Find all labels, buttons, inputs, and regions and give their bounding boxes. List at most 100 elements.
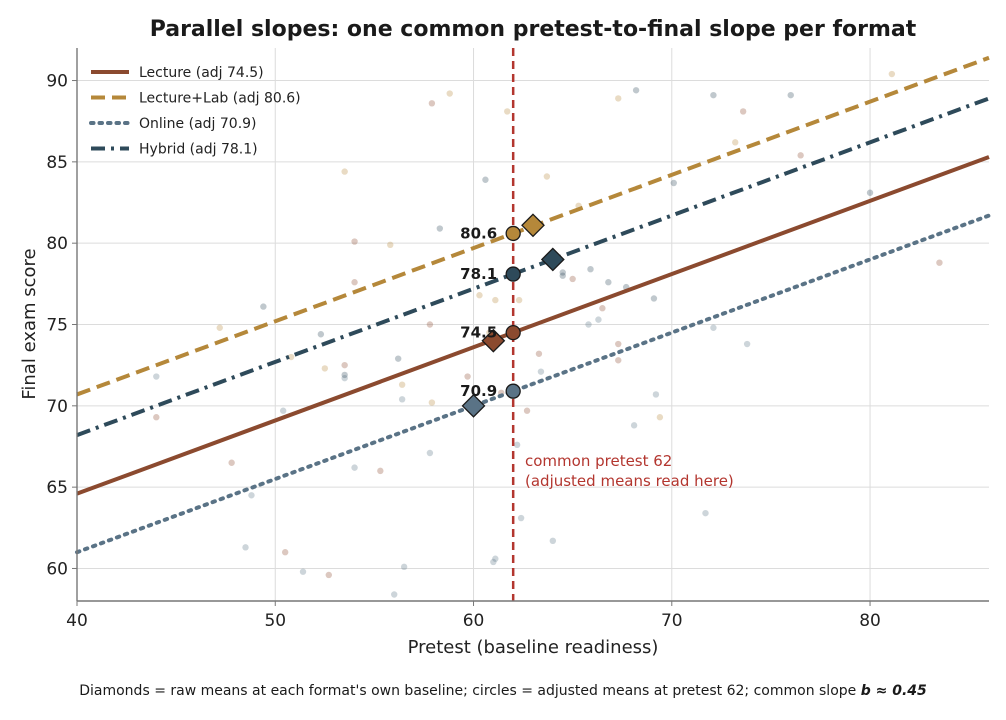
scatter-point-0-20 xyxy=(428,100,436,107)
scatter-point-2-12 xyxy=(490,558,497,566)
adjusted-mean-label-1: 80.6 xyxy=(460,224,497,242)
scatter-point-2-2 xyxy=(248,492,255,499)
y-tick-label-65: 65 xyxy=(46,478,68,498)
series-line-2 xyxy=(75,213,991,555)
scatter-point-1-6 xyxy=(428,399,436,406)
adjusted-mean-label-0: 74.5 xyxy=(460,324,497,342)
scatter-point-2-21 xyxy=(702,509,709,517)
adjusted-mean-circle-1 xyxy=(505,225,521,242)
scatter-point-3-1 xyxy=(317,331,325,338)
raw-mean-diamond-3 xyxy=(540,247,565,272)
scatter-point-2-8 xyxy=(398,396,406,403)
scatter-point-0-0 xyxy=(153,414,160,421)
adjusted-mean-circle-3 xyxy=(505,266,521,282)
y-tick-label-75: 75 xyxy=(46,316,68,336)
scatter-point-3-0 xyxy=(260,303,267,310)
scatter-point-2-3 xyxy=(279,407,287,414)
scatter-point-0-3 xyxy=(325,571,332,579)
x-tick-label-60: 60 xyxy=(463,611,485,631)
scatter-point-1-17 xyxy=(732,139,739,146)
scatter-point-1-0 xyxy=(216,324,223,331)
scatter-point-1-5 xyxy=(398,381,406,388)
scatter-point-2-20 xyxy=(652,391,660,398)
adjusted-mean-label-3: 78.1 xyxy=(460,265,497,283)
footnote: Diamonds = raw means at each format's ow… xyxy=(79,683,927,699)
legend-label-2: Online (adj 70.9) xyxy=(139,116,257,132)
series-line-3 xyxy=(76,96,990,437)
scatter-point-0-13 xyxy=(599,305,606,312)
scatter-point-1-11 xyxy=(504,108,511,115)
scatter-point-0-18 xyxy=(936,259,943,266)
scatter-point-2-19 xyxy=(630,422,638,429)
scatter-point-0-19 xyxy=(351,238,358,245)
scatter-points xyxy=(153,70,943,598)
scatter-point-2-4 xyxy=(299,568,307,575)
mean-markers: 74.5 80.6 70.9 78.1 xyxy=(460,213,565,418)
legend: Lecture (adj 74.5) Lecture+Lab (adj 80.6)… xyxy=(89,65,301,158)
footnote-math: b ≈ 0.45 xyxy=(861,683,927,699)
raw-mean-diamond-1 xyxy=(521,213,545,238)
scatter-point-2-23 xyxy=(743,340,751,348)
scatter-point-1-12 xyxy=(515,296,523,304)
scatter-point-1-3 xyxy=(341,168,348,175)
scatter-point-0-17 xyxy=(797,152,804,159)
scatter-point-3-2 xyxy=(341,371,348,379)
scatter-point-2-5 xyxy=(341,374,348,382)
annotation-line-2: (adjusted means read here) xyxy=(525,472,734,490)
scatter-point-1-9 xyxy=(476,292,483,299)
scatter-point-2-9 xyxy=(400,563,408,571)
scatter-point-0-2 xyxy=(281,549,289,556)
scatter-point-3-3 xyxy=(394,355,402,362)
scatter-point-0-15 xyxy=(615,340,622,348)
scatter-point-3-15 xyxy=(866,189,874,196)
raw-mean-diamond-2 xyxy=(461,393,486,418)
y-tick-label-60: 60 xyxy=(46,559,68,579)
scatter-point-0-7 xyxy=(426,321,434,328)
legend-label-0: Lecture (adj 74.5) xyxy=(139,65,264,81)
scatter-point-3-4 xyxy=(436,225,444,232)
scatter-point-0-1 xyxy=(228,459,235,466)
x-tick-label-70: 70 xyxy=(661,611,683,631)
scatter-point-0-5 xyxy=(351,279,358,286)
x-tick-label-50: 50 xyxy=(264,611,286,631)
y-tick-label-80: 80 xyxy=(46,234,68,254)
scatter-point-3-16 xyxy=(559,269,566,276)
adjusted-mean-circle-2 xyxy=(505,383,521,399)
scatter-point-1-7 xyxy=(446,90,453,97)
footnote-text: Diamonds = raw means at each format's ow… xyxy=(79,683,856,699)
scatter-point-2-22 xyxy=(710,324,717,331)
scatter-point-2-7 xyxy=(391,591,398,598)
x-axis-label: Pretest (baseline readiness) xyxy=(408,637,659,658)
scatter-point-2-17 xyxy=(585,321,592,328)
adjusted-mean-circle-0 xyxy=(505,324,521,341)
legend-label-3: Hybrid (adj 78.1) xyxy=(139,142,258,158)
scatter-point-1-15 xyxy=(615,95,622,102)
scatter-point-2-13 xyxy=(513,441,521,449)
series-line-0 xyxy=(76,155,990,496)
scatter-point-1-16 xyxy=(656,414,664,421)
legend-label-1: Lecture+Lab (adj 80.6) xyxy=(139,91,301,107)
scatter-point-1-2 xyxy=(321,365,329,372)
scatter-point-2-16 xyxy=(549,537,557,545)
adjusted-mean-label-2: 70.9 xyxy=(460,382,497,400)
scatter-point-1-18 xyxy=(888,70,896,78)
y-tick-label-90: 90 xyxy=(46,72,68,92)
scatter-point-0-10 xyxy=(523,407,531,414)
scatter-point-2-15 xyxy=(537,368,545,375)
x-tick-label-80: 80 xyxy=(859,611,881,631)
scatter-point-2-11 xyxy=(492,555,499,562)
scatter-point-3-12 xyxy=(670,179,677,187)
scatter-point-1-13 xyxy=(543,173,551,180)
scatter-point-3-7 xyxy=(587,266,594,273)
scatter-point-0-12 xyxy=(569,275,576,283)
y-tick-label-70: 70 xyxy=(46,397,68,417)
chart-title: Parallel slopes: one common pretest-to-f… xyxy=(150,17,917,42)
scatter-point-0-6 xyxy=(377,467,384,475)
scatter-point-2-1 xyxy=(242,544,249,551)
annotation-line-1: common pretest 62 xyxy=(525,452,672,470)
scatter-point-3-6 xyxy=(559,272,566,279)
scatter-point-0-16 xyxy=(739,108,747,115)
y-axis-label: Final exam score xyxy=(19,248,40,399)
scatter-point-2-14 xyxy=(517,514,525,522)
